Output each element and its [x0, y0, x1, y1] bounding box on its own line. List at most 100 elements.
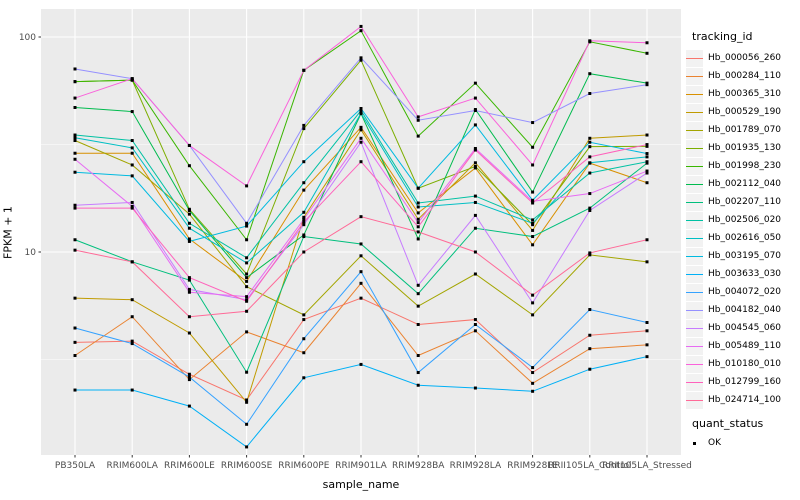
- legend-line-swatch: [686, 399, 703, 401]
- data-point: [187, 290, 191, 294]
- legend-item: Hb_003633_030: [686, 265, 798, 283]
- x-tick-label: RRIM928BA: [392, 461, 445, 471]
- legend-item: Hb_000056_260: [686, 49, 798, 67]
- legend-line-swatch: [686, 183, 703, 185]
- data-point: [187, 331, 191, 335]
- legend-item-label: Hb_001789_070: [708, 125, 782, 135]
- legend-item: Hb_002616_050: [686, 229, 798, 247]
- data-point: [645, 51, 649, 55]
- data-point: [359, 29, 363, 33]
- data-point: [645, 133, 649, 137]
- data-point: [302, 123, 306, 127]
- data-point: [359, 242, 363, 246]
- data-point: [473, 250, 477, 254]
- legend-line-swatch: [686, 75, 703, 77]
- data-point: [588, 92, 592, 96]
- data-point: [588, 140, 592, 144]
- data-point: [531, 313, 535, 317]
- y-axis-title: FPKM + 1: [1, 206, 15, 259]
- quant-legend-key: [686, 435, 703, 452]
- legend-item: Hb_000529_190: [686, 103, 798, 121]
- data-point: [645, 155, 649, 159]
- data-point: [130, 339, 134, 343]
- data-point: [187, 372, 191, 376]
- data-point: [645, 81, 649, 85]
- data-point: [588, 253, 592, 257]
- legend-line-swatch: [686, 129, 703, 131]
- legend-item-label: Hb_002112_040: [708, 179, 782, 189]
- data-point: [73, 203, 77, 207]
- data-point: [416, 205, 420, 209]
- legend-item-label: Hb_004545_060: [708, 323, 782, 333]
- legend-item: Hb_001789_070: [686, 121, 798, 139]
- data-point: [245, 298, 249, 302]
- legend-key: [686, 229, 703, 247]
- legend-item: Hb_024714_100: [686, 391, 798, 409]
- legend-item-label: Hb_004182_040: [708, 305, 782, 315]
- legend-item-label: Hb_000284_110: [708, 71, 782, 81]
- data-point: [416, 237, 420, 241]
- legend-item: Hb_004545_060: [686, 319, 798, 337]
- legend-key: [686, 391, 703, 409]
- legend-key: [686, 85, 703, 103]
- data-point: [588, 161, 592, 165]
- legend-line-swatch: [686, 273, 703, 275]
- data-point: [416, 371, 420, 375]
- data-point: [645, 329, 649, 333]
- legend-item: Hb_004182_040: [686, 301, 798, 319]
- data-point: [187, 226, 191, 230]
- data-point: [416, 225, 420, 229]
- data-point: [187, 164, 191, 168]
- data-point: [73, 354, 77, 358]
- data-point: [302, 210, 306, 214]
- square-point-icon: [693, 441, 696, 445]
- data-point: [245, 295, 249, 299]
- data-point: [245, 422, 249, 426]
- data-point: [73, 238, 77, 242]
- legend-item-label: Hb_000056_260: [708, 53, 782, 63]
- x-axis-title: sample_name: [322, 478, 400, 491]
- data-point: [302, 318, 306, 322]
- data-point: [531, 366, 535, 370]
- data-point: [531, 218, 535, 222]
- data-point: [187, 212, 191, 216]
- data-point: [245, 261, 249, 265]
- legend-line-swatch: [686, 363, 703, 365]
- data-point: [245, 224, 249, 228]
- legend-item-label: Hb_005489_110: [708, 341, 782, 351]
- data-point: [302, 127, 306, 131]
- data-point: [73, 296, 77, 300]
- data-point: [302, 220, 306, 224]
- data-point: [473, 323, 477, 327]
- data-point: [359, 140, 363, 144]
- data-point: [187, 143, 191, 147]
- legend-key: [686, 103, 703, 121]
- data-point: [73, 157, 77, 161]
- data-point: [245, 184, 249, 188]
- data-point: [588, 367, 592, 371]
- data-point: [73, 136, 77, 140]
- quant-legend-item: OK: [686, 434, 798, 452]
- data-point: [187, 237, 191, 241]
- data-point: [359, 160, 363, 164]
- data-point: [359, 58, 363, 62]
- data-point: [531, 201, 535, 205]
- data-point: [73, 326, 77, 330]
- data-point: [187, 375, 191, 379]
- data-point: [302, 217, 306, 221]
- legend-item-label: Hb_010180_010: [708, 359, 782, 369]
- data-point: [645, 238, 649, 242]
- data-point: [187, 221, 191, 225]
- data-point: [302, 337, 306, 341]
- data-point: [416, 115, 420, 119]
- data-point: [73, 206, 77, 210]
- data-point: [416, 383, 420, 387]
- data-point: [531, 243, 535, 247]
- data-point: [416, 118, 420, 122]
- data-point: [187, 378, 191, 382]
- legend-item-label: Hb_000529_190: [708, 107, 782, 117]
- data-point: [588, 192, 592, 196]
- data-point: [473, 272, 477, 276]
- legend-item: Hb_010180_010: [686, 355, 798, 373]
